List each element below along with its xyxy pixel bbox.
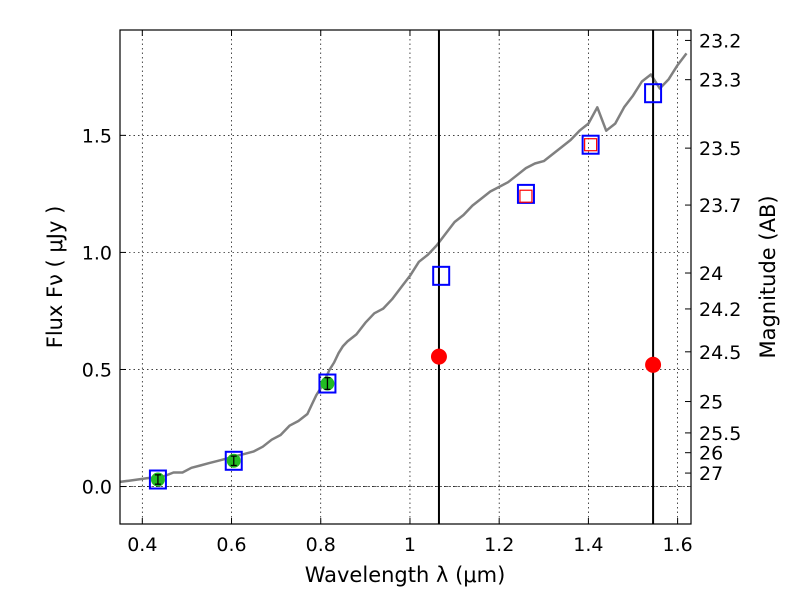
- model-photometry-square: [318, 373, 337, 394]
- marker-layer: [148, 83, 663, 490]
- x-tick-label: 1: [404, 534, 416, 556]
- grid-lines: [120, 30, 691, 524]
- mag-tick-label: 25.5: [699, 423, 741, 445]
- x-tick-labels: 0.4 0.6 0.8 1 1.2 1.4 1.6: [127, 534, 693, 556]
- y-axis-label: Flux Fν ( μJy ): [43, 206, 67, 349]
- secondary-photometry-square: [519, 189, 533, 203]
- mag-tick-label: 23.7: [699, 195, 741, 217]
- mag-tick-label: 23.2: [699, 30, 741, 52]
- model-photometry-square: [148, 469, 167, 490]
- mag-tick-label: 24.2: [699, 299, 741, 321]
- mag-tick-label: 27: [699, 463, 723, 485]
- x-axis-label: Wavelength λ (μm): [305, 563, 506, 587]
- model-photometry-square: [224, 450, 243, 471]
- mag-tick-label: 24: [699, 263, 723, 285]
- x-tick-label: 1.4: [573, 534, 603, 556]
- mag-tick-label: 23.3: [699, 70, 741, 92]
- red-data-point: [430, 348, 447, 365]
- y-tick-label: 0.5: [82, 359, 112, 381]
- tick-marks: [120, 30, 691, 524]
- mag-tick-label: 23.5: [699, 138, 741, 160]
- mag-tick-label: 25: [699, 392, 723, 414]
- y2-axis-label: Magnitude (AB): [756, 195, 780, 358]
- plot-frame: [119, 29, 692, 525]
- model-photometry-square: [644, 83, 663, 104]
- mag-tick-label: 26: [699, 443, 723, 465]
- y-tick-label: 1.0: [82, 242, 112, 264]
- mag-tick-label: 24.5: [699, 342, 741, 364]
- vertical-lines: [437, 30, 655, 524]
- red-data-point: [645, 356, 662, 373]
- x-tick-label: 1.6: [663, 534, 693, 556]
- y-tick-label: 0.0: [82, 477, 112, 499]
- x-tick-label: 1.2: [484, 534, 514, 556]
- secondary-photometry-square: [584, 138, 598, 152]
- x-tick-label: 0.8: [306, 534, 336, 556]
- y-tick-label: 1.5: [82, 125, 112, 147]
- x-tick-label: 0.6: [216, 534, 246, 556]
- model-photometry-square: [581, 134, 600, 155]
- model-photometry-square: [516, 183, 535, 204]
- model-photometry-square: [432, 265, 451, 286]
- y-tick-labels: 0.0 0.5 1.0 1.5: [82, 125, 112, 498]
- model-spectrum-line: [119, 52, 688, 484]
- spectrum-layer: [119, 52, 688, 484]
- x-tick-label: 0.4: [127, 534, 157, 556]
